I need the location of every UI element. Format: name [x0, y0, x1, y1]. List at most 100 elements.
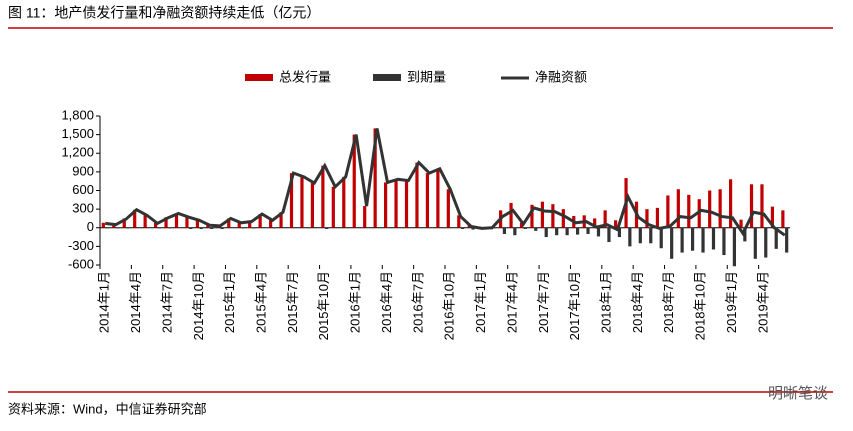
- x-tick-label: 2017年7月: [536, 271, 551, 333]
- bar: [519, 222, 524, 228]
- bar: [617, 227, 621, 238]
- bar: [310, 183, 315, 228]
- bar: [425, 173, 430, 228]
- bar: [732, 227, 736, 267]
- bar: [743, 227, 747, 242]
- bar: [373, 128, 377, 228]
- bar: [561, 209, 565, 228]
- legend-label: 到期量: [407, 69, 446, 84]
- chart-title: 图 11：地产债发行量和净融资额持续走低（亿元）: [8, 5, 320, 21]
- bar: [248, 220, 252, 228]
- bar: [659, 227, 663, 249]
- bar: [122, 218, 126, 228]
- bar: [649, 227, 653, 244]
- x-tick-label: 2014年1月: [97, 271, 112, 333]
- x-tick-label: 2018年10月: [693, 271, 708, 340]
- bar: [555, 227, 559, 236]
- bar: [325, 227, 329, 229]
- bar: [607, 227, 611, 243]
- bar: [446, 189, 450, 228]
- x-tick-label: 2014年4月: [128, 271, 143, 333]
- y-tick-label: -600: [68, 256, 94, 271]
- source: 资料来源：Wind，中信证券研究部: [8, 401, 207, 416]
- bar: [331, 186, 335, 228]
- bar: [241, 227, 245, 229]
- bar: [513, 227, 517, 236]
- bar: [655, 207, 660, 228]
- bar: [185, 215, 189, 228]
- bar: [586, 227, 590, 234]
- bar: [492, 227, 496, 229]
- bar: [614, 220, 618, 228]
- bar: [551, 204, 555, 228]
- bar: [154, 222, 158, 228]
- legend-label: 净融资额: [535, 69, 587, 84]
- bar: [220, 227, 224, 229]
- bar: [105, 227, 109, 229]
- bar: [676, 189, 680, 228]
- bar: [770, 206, 775, 228]
- bar: [251, 227, 256, 229]
- x-tick-label: 2018年4月: [630, 271, 645, 333]
- bar: [530, 204, 534, 228]
- bar: [436, 168, 440, 228]
- bar: [565, 227, 569, 236]
- watermark: 明晰笔谈: [768, 385, 828, 402]
- bar: [718, 189, 722, 228]
- bar: [534, 227, 538, 231]
- bar: [269, 219, 273, 228]
- bar: [544, 227, 548, 238]
- bar: [708, 190, 712, 228]
- bar: [540, 201, 545, 228]
- bar: [749, 184, 754, 228]
- bar: [502, 227, 506, 234]
- bar: [279, 212, 283, 228]
- bar: [168, 227, 172, 229]
- bar: [415, 162, 419, 228]
- bar: [126, 227, 130, 229]
- x-tick-label: 2015年10月: [316, 271, 331, 340]
- x-tick-label: 2017年4月: [504, 271, 519, 333]
- bar: [638, 227, 642, 244]
- bar: [258, 214, 262, 228]
- bar: [457, 215, 461, 228]
- bar: [133, 209, 137, 228]
- bar: [701, 227, 705, 253]
- bar: [342, 176, 346, 228]
- bar: [237, 222, 241, 228]
- bar: [764, 227, 768, 258]
- bar: [690, 227, 695, 251]
- legend-label: 总发行量: [279, 69, 331, 84]
- bar: [722, 227, 726, 256]
- bar: [195, 219, 200, 228]
- bar: [596, 227, 601, 237]
- bar: [523, 227, 527, 229]
- bar: [645, 209, 649, 228]
- bar: [628, 227, 632, 247]
- x-tick-label: 2018年7月: [661, 271, 676, 333]
- bar: [729, 179, 733, 228]
- y-tick-label: -300: [68, 238, 94, 253]
- x-tick-label: 2015年4月: [253, 271, 268, 333]
- x-tick-label: 2019年4月: [755, 271, 770, 333]
- bar: [575, 227, 580, 235]
- bar: [115, 227, 120, 229]
- x-tick-label: 2016年1月: [348, 271, 363, 333]
- bar: [760, 184, 764, 228]
- bar: [352, 134, 356, 228]
- y-tick-label: 1,500: [61, 126, 94, 141]
- bar: [157, 227, 161, 229]
- bar: [785, 227, 789, 253]
- bar: [509, 202, 513, 228]
- bar: [687, 194, 691, 228]
- y-tick-label: 300: [72, 201, 94, 216]
- bar: [753, 227, 757, 259]
- bar: [471, 227, 475, 230]
- x-tick-label: 2015年1月: [222, 271, 237, 333]
- bar: [739, 219, 743, 228]
- bar: [593, 218, 597, 228]
- bar: [670, 227, 674, 259]
- x-tick-label: 2016年4月: [379, 271, 394, 333]
- bar: [300, 176, 304, 228]
